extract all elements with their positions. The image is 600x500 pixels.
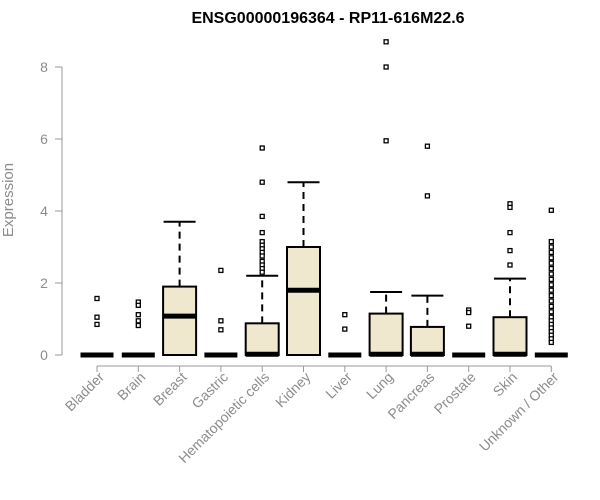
- y-tick-label: 4: [40, 203, 48, 219]
- outlier-point: [548, 287, 554, 293]
- y-axis-label: Expression: [0, 163, 17, 237]
- outlier-point: [135, 302, 141, 308]
- outlier-point: [507, 247, 513, 254]
- box-group: [409, 143, 445, 357]
- outlier-point: [383, 64, 389, 70]
- box-group: [452, 307, 486, 358]
- outlier-point: [259, 145, 265, 151]
- box: [368, 312, 404, 357]
- plot-area: [80, 39, 568, 358]
- outlier-point: [548, 238, 554, 245]
- box-group: [244, 145, 280, 357]
- outlier-point: [548, 282, 554, 288]
- outlier-point: [507, 204, 513, 211]
- x-tick-label: Lung: [363, 369, 396, 402]
- x-tick-label: Liver: [322, 369, 355, 402]
- x-tick-label: Skin: [490, 369, 521, 400]
- box-group: [286, 181, 321, 356]
- y-tick-label: 0: [40, 347, 48, 363]
- outlier-point: [548, 303, 554, 310]
- x-tick-label: Kidney: [272, 369, 314, 411]
- outlier-point: [259, 229, 265, 236]
- chart-title: ENSG00000196364 - RP11-616M22.6: [191, 10, 464, 27]
- outlier-point: [424, 193, 431, 199]
- outlier-point: [548, 292, 554, 299]
- outlier-point: [259, 269, 265, 275]
- outlier-point: [342, 312, 348, 318]
- outlier-point: [548, 244, 554, 250]
- outlier-point: [135, 312, 141, 318]
- y-tick-label: 8: [40, 59, 48, 75]
- outlier-point: [466, 323, 472, 329]
- outlier-point: [218, 318, 224, 324]
- box-group: [204, 267, 238, 358]
- box-group: [492, 201, 528, 357]
- outlier-point: [507, 229, 513, 236]
- outlier-point: [548, 339, 554, 346]
- outlier-point: [548, 276, 554, 283]
- outlier-point: [94, 314, 100, 320]
- outlier-point: [548, 260, 554, 266]
- box-group: [162, 220, 198, 357]
- box-group: [534, 207, 568, 358]
- box-group: [80, 295, 114, 358]
- x-tick-label: Bladder: [62, 369, 108, 415]
- outlier-point: [548, 207, 554, 213]
- outlier-point: [548, 298, 554, 304]
- outlier-point: [259, 179, 265, 185]
- outlier-point: [548, 309, 554, 315]
- x-tick-label: Brain: [114, 369, 148, 403]
- outlier-point: [507, 262, 513, 268]
- outlier-point: [94, 295, 100, 302]
- outlier-point: [94, 321, 100, 328]
- box-group: [121, 299, 155, 358]
- outlier-point: [424, 143, 431, 149]
- y-axis: 0 2 4 6 8: [40, 59, 63, 363]
- box: [286, 246, 321, 356]
- box-group: [328, 312, 362, 358]
- outlier-point: [548, 265, 554, 272]
- outlier-point: [342, 326, 348, 332]
- outlier-point: [548, 249, 554, 256]
- y-tick-label: 2: [40, 275, 48, 291]
- outlier-point: [218, 267, 224, 274]
- outlier-point: [548, 255, 554, 261]
- outlier-point: [383, 39, 389, 45]
- x-tick-label: Prostate: [431, 369, 479, 417]
- outlier-point: [383, 138, 389, 144]
- outlier-point: [135, 322, 141, 329]
- outlier-point: [218, 327, 224, 333]
- box: [162, 285, 198, 357]
- outlier-point: [135, 318, 141, 324]
- box: [409, 325, 445, 357]
- outlier-point: [466, 309, 472, 316]
- box: [244, 322, 280, 357]
- box-group: [368, 39, 404, 357]
- outlier-point: [259, 253, 265, 259]
- x-tick-label: Breast: [150, 369, 190, 409]
- outlier-point: [259, 213, 265, 220]
- y-tick-label: 6: [40, 131, 48, 147]
- box: [492, 316, 528, 357]
- outlier-point: [548, 271, 554, 277]
